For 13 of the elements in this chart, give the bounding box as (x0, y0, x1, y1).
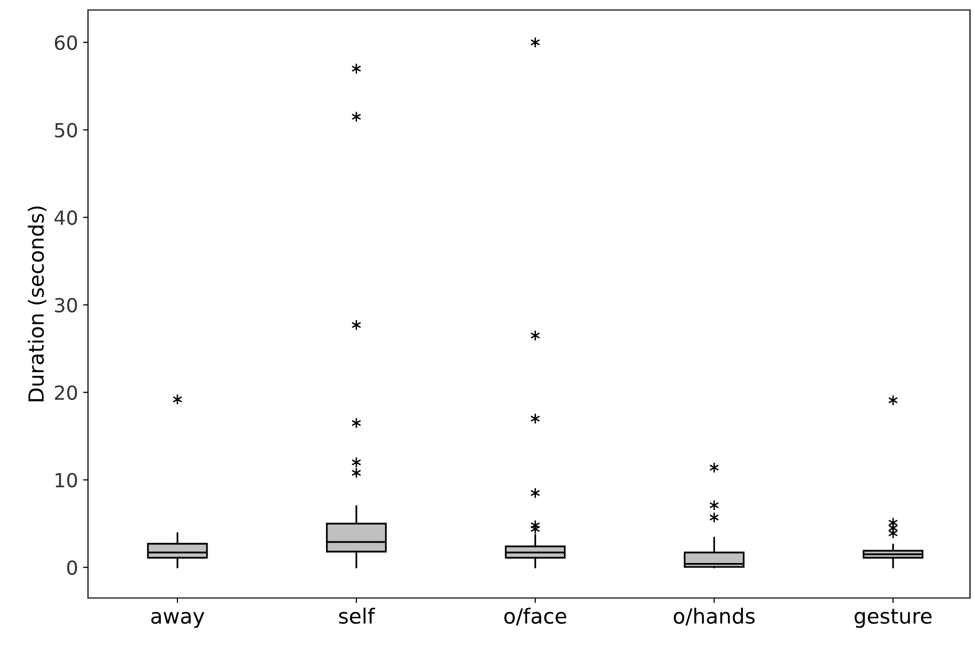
x-tick-label: away (151, 612, 204, 628)
y-tick-label: 20 (54, 385, 77, 400)
y-tick-label: 10 (56, 472, 77, 488)
x-tick-label: self (339, 608, 376, 624)
y-axis-title: Duration (seconds) (28, 206, 46, 402)
x-tick-label: o/face (504, 608, 566, 626)
y-tick-label: 50 (55, 122, 77, 138)
y-tick-label: 40 (54, 210, 77, 226)
y-tick-label: 0 (67, 560, 77, 576)
x-tick-label: gesture (854, 608, 932, 628)
y-tick-label: 60 (54, 35, 77, 50)
y-tick-label: 30 (55, 298, 77, 313)
x-tick-label: o/hands (674, 608, 755, 626)
